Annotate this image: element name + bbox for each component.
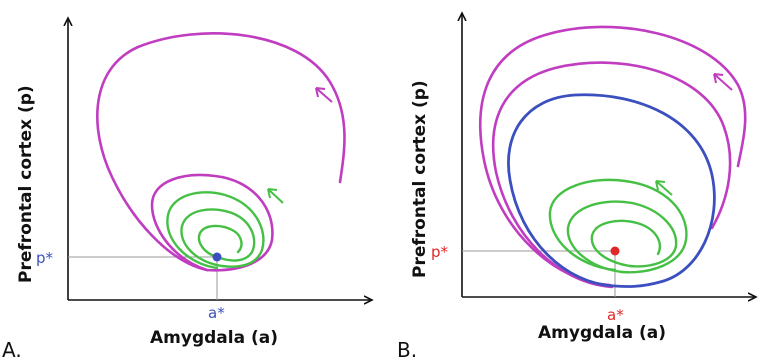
a-star-label-b: a* [607, 306, 624, 324]
a-star-label-a: a* [208, 304, 225, 322]
limit-cycle-b [507, 93, 716, 288]
panel-label-a: A. [2, 338, 22, 362]
magenta-direction-arrow-b [713, 73, 733, 91]
green-spiral-inner-a [197, 224, 243, 260]
panel-a: p* a* Amygdala (a) Prefrontal cortex (p)… [2, 18, 372, 362]
x-axis-title-b: Amygdala (a) [538, 323, 666, 343]
green-spiral-outer-a [166, 191, 265, 270]
outer-trajectory-b [478, 25, 747, 287]
green-spiral-mid-a [180, 208, 256, 268]
green-direction-arrow-b [655, 180, 673, 196]
inner-magenta-loop-a [150, 173, 274, 272]
green-direction-arrow-a [267, 188, 284, 204]
green-arrowhead-a [267, 188, 278, 199]
magenta-direction-arrow-a [315, 87, 333, 103]
p-star-label-a: p* [36, 249, 54, 267]
middle-magenta-loop-b [491, 61, 732, 289]
y-axis-title-a: Prefrontal cortex (p) [16, 85, 36, 283]
p-star-label-b: p* [431, 243, 449, 261]
equilibrium-point-b [610, 246, 620, 256]
outer-trajectory-a [96, 32, 346, 272]
green-spiral-mid-b [566, 200, 678, 274]
x-axis-title-a: Amygdala (a) [150, 328, 278, 348]
green-arrowhead-b [655, 180, 666, 191]
green-spiral-inner-b [590, 219, 661, 268]
green-spiral-outer-b [548, 178, 688, 274]
magenta-arrowhead-a [315, 87, 326, 98]
y-axis-title-b: Prefrontal cortex (p) [410, 80, 430, 278]
magenta-arrowhead-b [713, 73, 724, 84]
equilibrium-point-a [212, 252, 222, 262]
panel-b: p* a* Amygdala (a) Prefrontal cortex (p)… [397, 13, 756, 362]
panel-label-b: B. [397, 338, 417, 362]
